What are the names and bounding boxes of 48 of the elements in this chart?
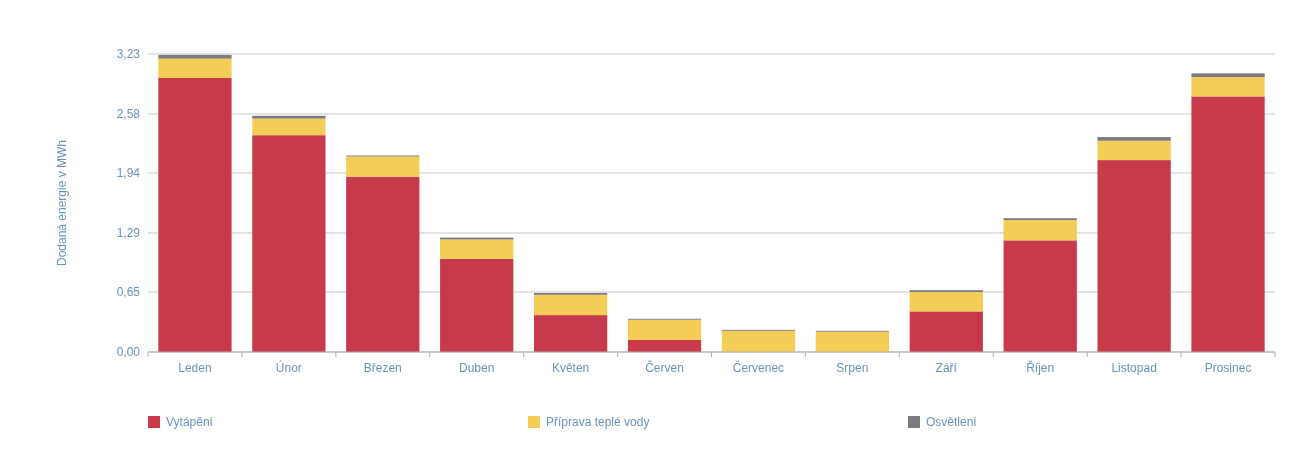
bar	[627, 319, 702, 341]
y-tick-label: 3,23	[116, 47, 141, 62]
y-tick-label: 2,58	[116, 107, 141, 122]
bar	[1097, 160, 1171, 352]
bar	[1097, 140, 1171, 161]
bar	[440, 258, 514, 352]
bar	[440, 239, 514, 259]
bar	[627, 340, 702, 352]
bar	[534, 294, 608, 316]
y-tick-label: 1,94	[116, 166, 141, 181]
legend-label: Vytápění	[166, 415, 214, 430]
bar	[1097, 137, 1171, 141]
bar	[1191, 96, 1265, 352]
bar	[909, 292, 983, 312]
bar	[1003, 220, 1077, 241]
legend-label: Příprava teplé vody	[546, 415, 650, 430]
bar	[252, 118, 326, 136]
legend-label: Osvětlení	[926, 415, 978, 430]
x-tick-label: Srpen	[836, 361, 869, 375]
x-tick-label: Květen	[551, 361, 590, 375]
bar	[158, 54, 232, 59]
bar	[721, 330, 796, 352]
bar	[346, 156, 420, 177]
y-tick-label: 0,65	[116, 285, 141, 300]
x-tick-label: Červen	[645, 360, 684, 375]
bar	[1191, 73, 1265, 78]
bar	[815, 331, 889, 352]
x-tick-label: Duben	[459, 361, 495, 375]
x-tick-label: Březen	[363, 361, 402, 375]
x-tick-label: Prosinec	[1204, 361, 1252, 375]
y-tick-label: 1,29	[116, 226, 141, 241]
bar	[909, 311, 983, 352]
bar	[1003, 240, 1077, 352]
bar	[534, 315, 608, 352]
bar	[252, 135, 326, 352]
bar	[158, 58, 232, 78]
bar	[158, 77, 232, 352]
bar	[346, 176, 420, 352]
bar	[252, 115, 326, 119]
x-tick-label: Říjen	[1026, 360, 1055, 375]
y-axis-title: Dodaná energie v MWh	[55, 139, 69, 267]
x-tick-label: Listopad	[1111, 361, 1157, 375]
x-tick-label: Únor	[275, 360, 302, 375]
x-tick-label: Září	[935, 361, 958, 375]
x-tick-label: Červenec	[732, 360, 785, 375]
x-tick-label: Leden	[178, 361, 212, 375]
y-tick-label: 0,00	[116, 345, 141, 360]
bar	[1191, 77, 1265, 97]
